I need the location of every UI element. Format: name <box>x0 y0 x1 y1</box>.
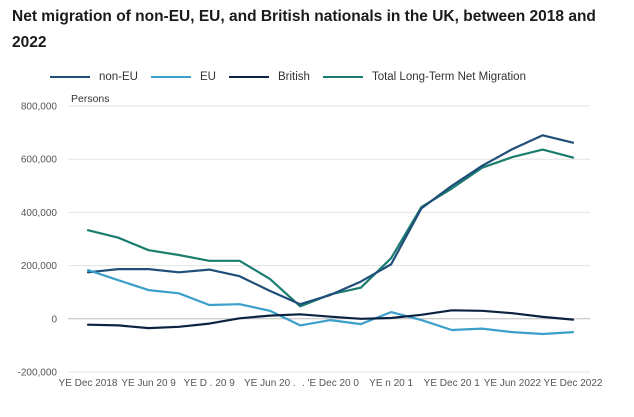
series-line-eu <box>86 269 575 336</box>
legend-item: non-EU <box>50 71 138 83</box>
series-line-non-eu <box>86 134 575 306</box>
legend-item: Total Long-Term Net Migration <box>322 71 526 83</box>
legend-item: EU <box>151 71 216 83</box>
legend-swatch <box>50 76 90 78</box>
legend-label: non-EU <box>99 71 138 83</box>
y-axis-unit-label: Persons <box>71 93 110 105</box>
y-tick-label: 800,000 <box>21 102 58 113</box>
legend-swatch <box>322 76 363 78</box>
x-tick-label: YE Jun 2022 <box>484 378 542 389</box>
x-tick-label: . 'E Dec 20 0 <box>302 378 359 389</box>
x-tick-label: YE D . 20 9 <box>184 378 236 389</box>
y-tick-label: -200,000 <box>18 368 58 379</box>
legend-swatch <box>228 76 269 78</box>
legend-label: EU <box>200 71 216 83</box>
y-tick-label: 200,000 <box>21 261 58 272</box>
x-tick-label: YE Dec 2018 <box>59 378 118 389</box>
x-tick-label: YE Jun 20 . <box>244 378 296 389</box>
legend-label: Total Long-Term Net Migration <box>371 71 526 83</box>
legend-swatch <box>151 76 191 78</box>
y-tick-label: 600,000 <box>21 155 58 166</box>
series-line-total-long-term-net-migration <box>86 148 575 308</box>
x-tick-label: YE Dec 20 1 <box>424 378 481 389</box>
chart-legend: non-EU EU British Total Long-Term Net Migra… <box>50 68 539 86</box>
legend-label: British <box>277 71 310 83</box>
y-tick-label: 0 <box>51 314 57 325</box>
chart-title: Net migration of non-EU, EU, and British… <box>12 8 596 51</box>
series-line-british <box>86 309 575 330</box>
x-tick-label: YE n 20 1 <box>369 378 413 389</box>
legend-item: British <box>228 71 310 83</box>
y-tick-label: 400,000 <box>21 208 58 219</box>
x-tick-label: YE Jun 20 9 <box>121 378 176 389</box>
x-tick-label: YE Dec 2022 <box>544 378 603 389</box>
